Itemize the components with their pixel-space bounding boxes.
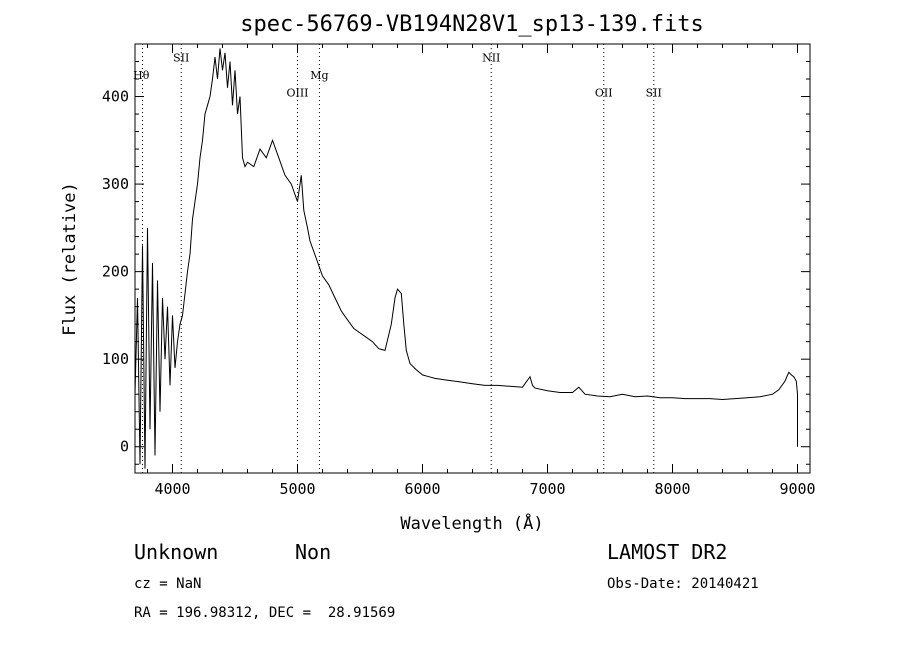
x-tick-label: 4000	[154, 480, 190, 498]
y-tick-label: 0	[120, 438, 129, 456]
x-tick-label: 7000	[529, 480, 565, 498]
line-label: NII	[482, 52, 500, 65]
coordinates-text: RA = 196.98312, DEC = 28.91569	[134, 605, 396, 621]
x-tick-label: 8000	[654, 480, 690, 498]
spectrum-line	[134, 48, 798, 469]
line-label: SII	[646, 87, 662, 100]
object-class: Unknown	[134, 540, 219, 564]
y-tick-label: 200	[102, 263, 129, 281]
y-tick-label: 100	[102, 350, 129, 368]
y-axis-label: Flux (relative)	[60, 182, 80, 336]
y-tick-label: 400	[102, 88, 129, 106]
object-subclass: Non	[295, 540, 332, 564]
x-tick-label: 5000	[279, 480, 315, 498]
line-label: Mg	[310, 69, 328, 82]
line-markers	[142, 44, 655, 473]
obs-date: Obs-Date: 20140421	[607, 576, 759, 592]
x-axis-label: Wavelength (Å)	[400, 512, 543, 534]
line-label: OIII	[286, 87, 308, 100]
axis-ticks: 4000 5000 6000 7000 8000 9000 0 100 200 300 400	[102, 43, 816, 498]
x-tick-label: 9000	[779, 480, 815, 498]
survey-name: LAMOST DR2	[607, 540, 728, 564]
redshift-text: cz = NaN	[134, 576, 202, 592]
chart-title: spec-56769-VB194N28V1_sp13-139.fits	[240, 12, 704, 37]
line-label: OII	[595, 87, 613, 100]
y-tick-label: 300	[102, 175, 129, 193]
x-tick-label: 6000	[404, 480, 440, 498]
line-label: Hθ	[133, 69, 150, 82]
line-label: SII	[173, 52, 189, 65]
plot-frame	[134, 43, 811, 474]
